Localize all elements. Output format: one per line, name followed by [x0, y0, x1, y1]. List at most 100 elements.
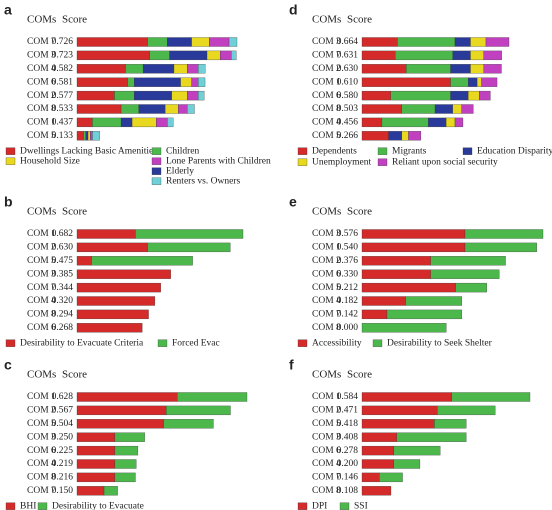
bar-segment	[76, 131, 84, 141]
bar-segment	[401, 131, 409, 141]
legend-swatch	[377, 158, 388, 166]
panel-label: e	[289, 194, 297, 210]
bar-segment	[114, 472, 136, 483]
bar-segment	[361, 64, 407, 74]
bar-segment	[361, 131, 389, 141]
bar-segment	[228, 37, 238, 47]
bar-segment	[361, 242, 466, 253]
bar-segment	[454, 117, 464, 128]
row-label: COM 6	[312, 446, 341, 456]
bar-segment	[361, 309, 388, 320]
bar-segment	[134, 90, 172, 101]
bar-segment	[396, 432, 467, 442]
score: 0.250	[52, 432, 74, 442]
bar-segment	[361, 104, 402, 114]
score: 0.330	[337, 269, 359, 279]
bar-segment	[361, 50, 396, 61]
row-label: COM 1	[312, 243, 341, 253]
bar-segment	[476, 77, 482, 87]
bar-segment	[470, 37, 487, 47]
row-label: COM 6	[312, 91, 341, 101]
legend-swatch	[151, 157, 162, 165]
score: 0.581	[52, 77, 74, 87]
bar-segment	[361, 459, 395, 469]
column-header: COMs	[312, 369, 341, 381]
legend-swatch	[377, 147, 388, 155]
bar-segment	[450, 90, 469, 101]
bar-segment	[437, 405, 496, 416]
score: 0.723	[52, 51, 74, 61]
bar-segment	[393, 459, 421, 469]
bar-segment	[434, 104, 453, 114]
bar-segment	[388, 131, 402, 141]
score: 0.630	[337, 64, 359, 74]
score: 0.408	[337, 432, 359, 442]
score: 0.418	[337, 419, 359, 429]
bar-segment	[171, 90, 188, 101]
bar-segment	[92, 131, 100, 141]
row-label: COM 1	[312, 77, 341, 87]
bar-segment	[361, 77, 451, 87]
row-label: COM 4	[312, 296, 341, 306]
bar-segment	[361, 405, 438, 416]
score: 0.630	[52, 243, 74, 253]
score: 0.582	[52, 64, 74, 74]
bar-segment	[450, 77, 469, 87]
bar-segment	[165, 104, 179, 114]
score: 0.376	[337, 256, 359, 266]
score: 0.344	[52, 283, 74, 293]
bar-segment	[381, 117, 429, 128]
column-header: COMs	[27, 14, 56, 26]
score: 0.216	[52, 473, 74, 483]
legend-swatch	[339, 502, 350, 510]
bar-segment	[468, 90, 480, 101]
row-label: COM 3	[27, 269, 56, 279]
bar-segment	[87, 131, 91, 141]
bar-segment	[103, 486, 118, 496]
bar-segment	[178, 104, 188, 114]
row-label: COM 2	[27, 406, 56, 416]
bar-segment	[147, 37, 168, 47]
bar-segment	[114, 432, 145, 442]
row-label: COM 4	[27, 64, 56, 74]
bar-segment	[76, 37, 148, 47]
bar-segment	[450, 64, 471, 74]
bar-segment	[167, 117, 174, 128]
panel-label: b	[4, 194, 13, 210]
score: 0.503	[337, 104, 359, 114]
bar-segment	[220, 50, 232, 61]
bar-segment	[405, 296, 463, 306]
row-label: COM 6	[312, 269, 341, 279]
row-label: COM 7	[27, 37, 56, 47]
bar-segment	[76, 242, 148, 253]
bar-segment	[138, 104, 166, 114]
legend-label: DPI	[312, 501, 327, 510]
score: 0.533	[52, 104, 74, 114]
score: 0.504	[52, 419, 74, 429]
legend-swatch	[5, 339, 16, 347]
bar-segment	[76, 117, 93, 128]
row-label: COM 4	[312, 459, 341, 469]
score: 0.682	[52, 229, 74, 239]
bar-segment	[464, 229, 544, 239]
score: 0.471	[337, 406, 359, 416]
score: 0.212	[337, 283, 359, 293]
bar-segment	[390, 90, 451, 101]
panel-label: d	[289, 2, 298, 18]
bar-segment	[361, 296, 406, 306]
score: 0.182	[337, 296, 359, 306]
bar-segment	[361, 392, 452, 402]
row-label: COM 2	[312, 256, 341, 266]
column-header: Score	[62, 206, 87, 218]
bar-segment	[361, 472, 380, 483]
bar-segment	[187, 90, 199, 101]
row-label: COM 7	[312, 310, 341, 320]
bar-segment	[361, 256, 431, 266]
bar-segment	[231, 50, 237, 61]
bar-segment	[114, 90, 135, 101]
bar-segment	[76, 50, 150, 61]
bar-segment	[76, 323, 143, 333]
bar-segment	[470, 64, 484, 74]
score: 0.437	[52, 118, 74, 128]
bar-segment	[452, 104, 462, 114]
